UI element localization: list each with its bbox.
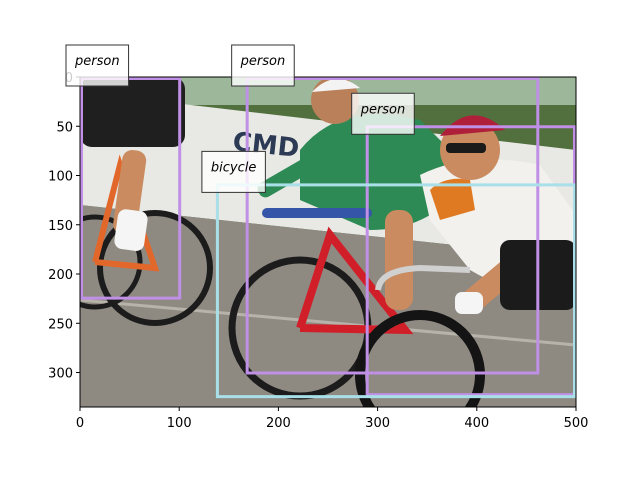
detection-labels: person person person bicycle	[65, 44, 415, 193]
person-label-tag: person	[65, 44, 130, 87]
detection-label-background	[231, 44, 295, 87]
photo-left-rider-sock	[114, 209, 148, 251]
photo-middle-rider-arm	[257, 158, 313, 198]
photo-middle-rider-leg	[385, 210, 413, 310]
photo-left-rider-rear-wheel	[97, 210, 213, 326]
photo-right-rider-glove	[455, 292, 483, 314]
x-tick-label: 0	[76, 416, 84, 431]
photo-middle-rider-handlebar	[262, 208, 372, 218]
y-tick-label: 300	[48, 367, 73, 382]
x-tick-label: 100	[167, 416, 192, 431]
photo-middle-rider-helmet	[312, 78, 360, 92]
bicycle-bounding-box	[215, 183, 576, 399]
x-tick-label: 500	[564, 416, 589, 431]
detection-label-text: person	[74, 54, 120, 69]
y-tick-label: 50	[56, 120, 73, 135]
y-tick-label: 100	[48, 170, 73, 185]
detection-label-background	[201, 150, 266, 193]
photo: CMD	[80, 77, 576, 407]
person-bounding-box	[80, 77, 182, 300]
x-tick-label: 300	[365, 416, 390, 431]
person-label-tag: person	[231, 44, 295, 87]
detection-label-text: person	[360, 102, 406, 117]
person-bounding-box	[245, 77, 540, 375]
photo-left-rider-torso	[80, 77, 185, 147]
photo-right-rider-wheel	[355, 310, 485, 407]
y-tick-label: 150	[48, 219, 73, 234]
detection-label-text: person	[240, 54, 286, 69]
photo-right-rider-handlebar	[375, 264, 471, 291]
photo-track	[80, 205, 576, 407]
photo-track-line	[80, 298, 576, 347]
detection-boxes	[80, 77, 576, 399]
detection-label-background	[351, 92, 415, 135]
y-tick-label: 200	[48, 268, 73, 283]
x-tick-label: 200	[266, 416, 291, 431]
photo-right-rider-sunglasses	[446, 143, 486, 153]
x-axis: 0 100 200 300 400 500	[76, 407, 589, 431]
bicycle-label-tag: bicycle	[201, 150, 266, 193]
x-tick-label: 400	[464, 416, 489, 431]
photo-left-rider-front-wheel	[80, 214, 143, 310]
detection-label-text: bicycle	[211, 160, 256, 175]
photo-left-rider	[80, 77, 213, 326]
photo-right-rider-jersey-orange	[430, 178, 475, 220]
y-tick-label: 250	[48, 317, 73, 332]
detection-label-background	[65, 44, 130, 87]
axes-frame	[79, 76, 577, 408]
person-label-tag: person	[351, 92, 415, 135]
